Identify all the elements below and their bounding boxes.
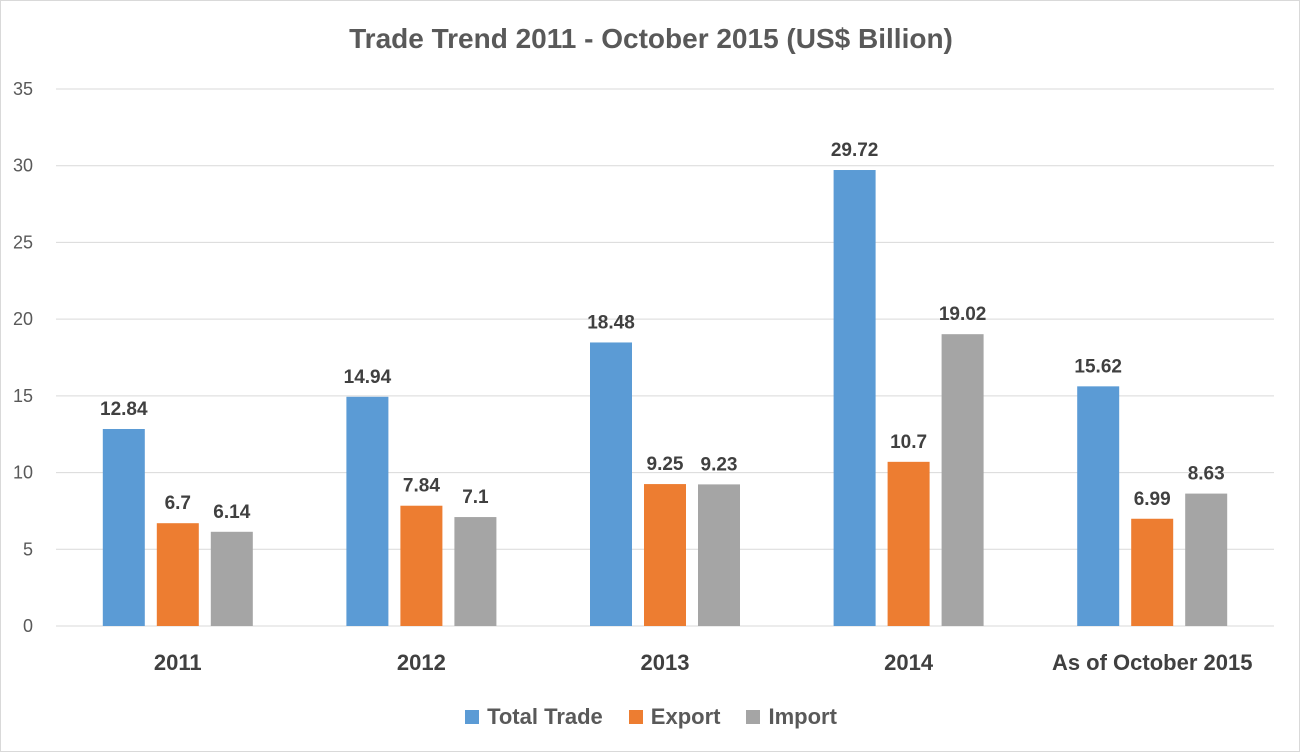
bar <box>400 505 443 626</box>
legend-item: Export <box>628 704 721 730</box>
data-label: 9.25 <box>647 454 684 475</box>
data-label: 12.84 <box>100 399 148 420</box>
data-label: 29.72 <box>831 140 879 161</box>
legend-item: Import <box>746 704 837 730</box>
bar <box>210 531 253 626</box>
bar <box>644 484 686 626</box>
y-tick-label: 5 <box>23 539 33 559</box>
data-label: 6.99 <box>1134 489 1171 510</box>
legend-label: Total Trade <box>487 704 603 729</box>
data-label: 18.48 <box>587 312 635 333</box>
bar <box>698 484 740 626</box>
y-tick-label: 20 <box>13 309 33 329</box>
y-tick-label: 15 <box>13 386 33 406</box>
legend-swatch <box>465 710 480 724</box>
legend-swatch <box>746 710 761 724</box>
data-label: 6.7 <box>165 493 191 514</box>
chart-title: Trade Trend 2011 - October 2015 (US$ Bil… <box>349 23 953 54</box>
x-category-label: 2013 <box>641 650 690 675</box>
data-label: 10.7 <box>890 432 927 453</box>
legend-swatch <box>628 710 643 724</box>
bar <box>887 461 930 626</box>
bar <box>102 428 145 626</box>
bar <box>833 170 876 626</box>
y-tick-label: 0 <box>23 616 33 636</box>
x-category-label: 2011 <box>154 650 202 675</box>
y-tick-label: 10 <box>13 463 33 483</box>
legend-label: Export <box>650 704 721 729</box>
bar <box>1131 518 1174 626</box>
x-category-label: 2012 <box>397 650 446 675</box>
bar <box>156 523 199 626</box>
bar <box>454 517 497 626</box>
y-tick-label: 30 <box>13 156 33 176</box>
data-label: 15.62 <box>1074 356 1122 377</box>
data-label: 9.23 <box>701 454 738 475</box>
data-label: 8.63 <box>1188 464 1225 485</box>
bar <box>590 342 632 626</box>
chart-legend: Total Trade Export Import <box>1 704 1300 730</box>
y-tick-label: 35 <box>13 79 33 99</box>
data-label: 7.1 <box>462 487 489 508</box>
data-label: 19.02 <box>939 304 987 325</box>
data-label: 7.84 <box>403 476 440 497</box>
y-tick-label: 25 <box>13 232 33 252</box>
data-label: 6.14 <box>213 502 250 523</box>
x-category-label: 2014 <box>884 650 934 675</box>
bar <box>1185 493 1228 626</box>
legend-item: Total Trade <box>465 704 603 730</box>
bar <box>941 334 984 626</box>
legend-label: Import <box>768 704 837 729</box>
bar <box>346 396 389 626</box>
x-category-label: As of October 2015 <box>1052 650 1253 675</box>
bar <box>1077 386 1120 626</box>
data-label: 14.94 <box>344 367 392 388</box>
